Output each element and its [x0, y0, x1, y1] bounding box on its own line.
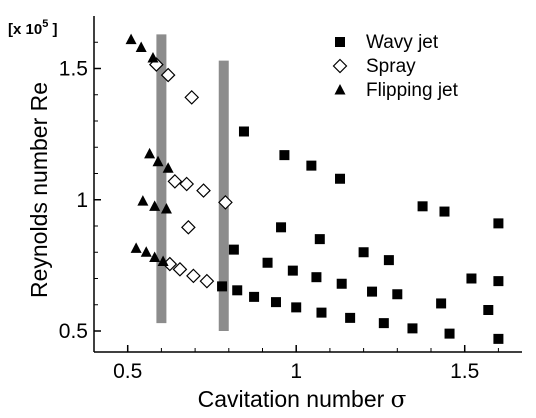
point-flipping-jet [137, 195, 149, 206]
point-spray [196, 183, 211, 198]
point-wavy-jet [316, 307, 327, 318]
y-tick-label: 0.5 [59, 320, 88, 343]
x-tick-label: 1.5 [450, 360, 479, 383]
point-wavy-jet [439, 206, 450, 217]
legend-item-wavy-jet: Wavy jet [335, 32, 439, 53]
point-wavy-jet [417, 201, 428, 212]
point-wavy-jet [287, 265, 298, 276]
legend: Wavy jet Spray Flipping jet [332, 32, 459, 101]
point-flipping-jet [162, 162, 174, 173]
plot-area [93, 16, 522, 353]
point-wavy-jet [336, 278, 347, 289]
legend-marker-flipping-jet [334, 84, 346, 95]
point-wavy-jet [466, 273, 477, 284]
point-wavy-jet [407, 323, 418, 334]
point-flipping-jet [125, 33, 137, 45]
point-wavy-jet [335, 173, 346, 184]
legend-item-flipping-jet: Flipping jet [334, 80, 459, 101]
axis-ticks: 0.5 1 1.5 0.5 1 1.5 [59, 41, 499, 383]
point-wavy-jet [493, 218, 504, 229]
point-flipping-jet [135, 41, 147, 52]
point-wavy-jet [483, 305, 494, 315]
point-wavy-jet [262, 257, 273, 268]
legend-marker-wavy-jet [335, 37, 345, 47]
x-tick-label: 0.5 [113, 360, 142, 383]
point-spray [218, 195, 233, 210]
point-wavy-jet [276, 222, 287, 233]
point-wavy-jet [228, 244, 239, 255]
point-wavy-jet [383, 255, 394, 266]
x-tick-label: 1 [290, 360, 302, 383]
point-flipping-jet [140, 246, 152, 257]
point-flipping-jet [157, 255, 169, 266]
point-wavy-jet [444, 328, 455, 339]
legend-label-spray: Spray [366, 56, 416, 77]
point-wavy-jet [291, 302, 302, 313]
series-wavy-jet [217, 126, 504, 344]
legend-label-wavy-jet: Wavy jet [366, 32, 439, 53]
point-spray [167, 174, 183, 189]
point-spray [179, 176, 195, 192]
point-wavy-jet [311, 272, 322, 283]
point-wavy-jet [493, 333, 504, 344]
point-wavy-jet [358, 247, 369, 258]
y-axis-title: Reynolds number Re [26, 82, 52, 298]
legend-marker-spray [332, 58, 348, 74]
point-wavy-jet [249, 291, 260, 302]
point-wavy-jet [314, 234, 325, 245]
legend-label-flipping-jet: Flipping jet [366, 80, 459, 101]
point-wavy-jet [493, 276, 504, 287]
point-spray [181, 219, 196, 235]
point-wavy-jet [232, 285, 243, 296]
y-tick-label: 1 [76, 189, 88, 212]
point-wavy-jet [279, 150, 290, 161]
point-flipping-jet [160, 202, 172, 214]
point-flipping-jet [144, 147, 156, 159]
point-wavy-jet [392, 289, 403, 300]
point-wavy-jet [345, 312, 356, 323]
series-flipping-jet [125, 33, 174, 266]
legend-item-spray: Spray [332, 56, 416, 77]
point-flipping-jet [149, 251, 161, 262]
point-spray [186, 268, 201, 284]
y-axis-multiplier: [x 105 ] [8, 18, 58, 38]
point-wavy-jet [217, 281, 228, 292]
point-spray [160, 67, 176, 83]
band-2 [218, 60, 229, 331]
point-wavy-jet [306, 160, 317, 171]
x-axis-title: Cavitation number σ [198, 386, 407, 413]
y-tick-label: 1.5 [59, 58, 88, 81]
point-spray [172, 261, 188, 277]
point-flipping-jet [147, 52, 159, 63]
point-flipping-jet [152, 155, 164, 167]
point-flipping-jet [130, 242, 142, 253]
point-wavy-jet [367, 286, 378, 297]
point-wavy-jet [436, 298, 447, 309]
point-spray [184, 90, 200, 105]
band-1 [156, 34, 167, 324]
point-wavy-jet [378, 318, 389, 329]
point-spray [199, 273, 215, 289]
point-wavy-jet [238, 126, 249, 137]
point-wavy-jet [270, 297, 281, 308]
point-flipping-jet [149, 200, 161, 211]
